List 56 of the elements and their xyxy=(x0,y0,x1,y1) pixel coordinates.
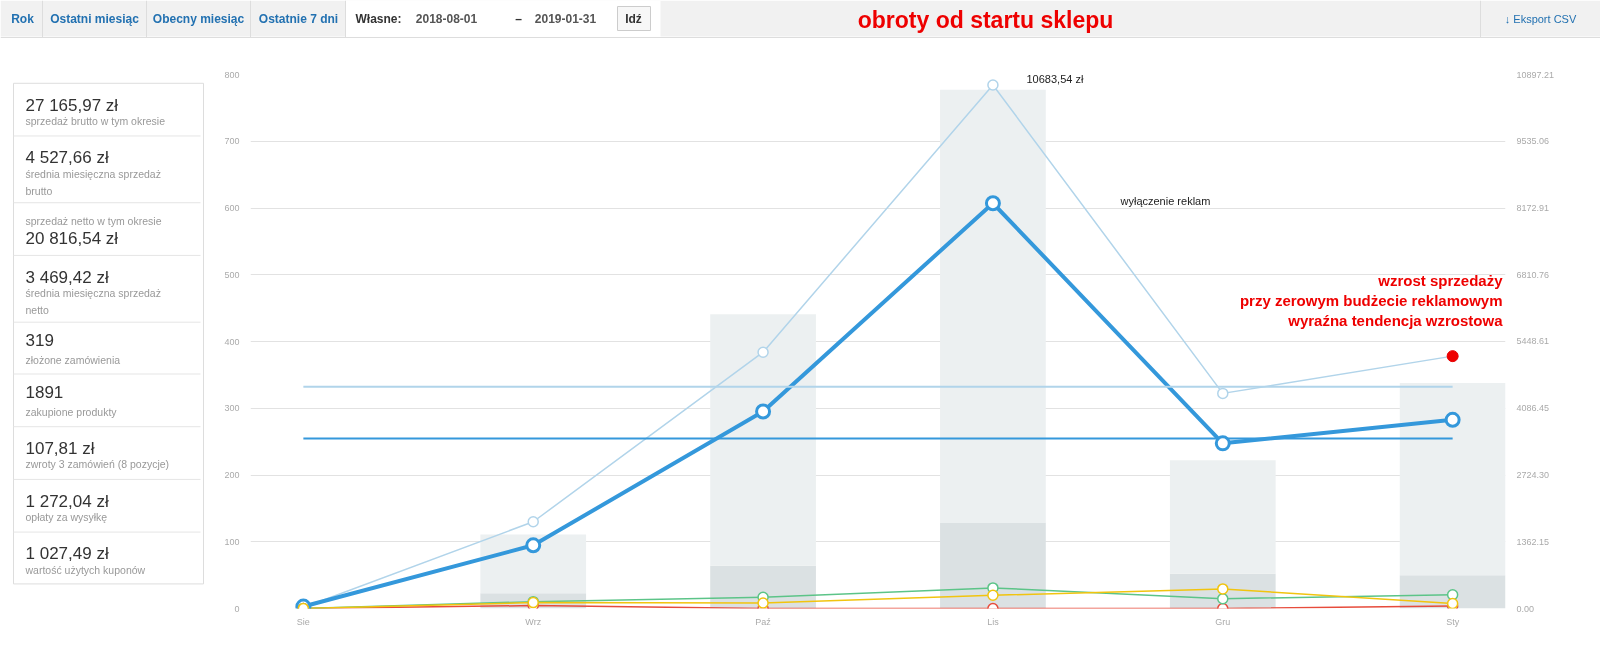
text: zwroty 3 zamówień (8 pozycje) xyxy=(25,458,170,471)
text: Ostatni miesiąc xyxy=(50,11,140,26)
text: opłaty za wysyłkę xyxy=(25,511,108,524)
y2-tick-label: 6810.76 xyxy=(1516,269,1550,280)
text: sprzedaż netto w tym okresie xyxy=(25,215,162,228)
y2-tick-label: 10897.21 xyxy=(1516,69,1555,80)
annotation: 10683,54 zł xyxy=(1026,72,1084,85)
y-tick-label: 700 xyxy=(224,136,240,147)
y2-tick-label: 8172.91 xyxy=(1516,203,1550,213)
y2-tick-label: 2724.30 xyxy=(1516,470,1550,480)
x-tick-label: Gru xyxy=(1215,616,1231,627)
y2-tick-label: 9535.06 xyxy=(1516,136,1550,147)
text: średnia miesięczna sprzedaż brutto xyxy=(25,167,161,197)
x-tick-label: Sty xyxy=(1446,616,1460,627)
y-tick-label: 0 xyxy=(234,603,240,614)
text: 319 xyxy=(25,331,54,351)
text: – xyxy=(515,11,523,26)
text: ↓ Eksport CSV xyxy=(1504,12,1577,25)
y-tick-label: 500 xyxy=(224,269,240,280)
text: 3 469,42 zł xyxy=(25,267,109,287)
y-tick-label: 300 xyxy=(224,403,240,414)
text: złożone zamówienia xyxy=(25,353,121,366)
y-tick-label: 100 xyxy=(224,536,240,547)
y-tick-label: 800 xyxy=(224,69,240,80)
y2-tick-label: 5448.61 xyxy=(1516,336,1550,347)
text: Ostatnie 7 dni xyxy=(258,11,339,26)
text: sprzedaż brutto w tym okresie xyxy=(25,114,166,127)
text: 27 165,97 zł xyxy=(25,95,119,115)
y-tick-label: 200 xyxy=(224,470,240,480)
x-tick-label: Wrz xyxy=(525,616,542,627)
text: Obecny miesiąc xyxy=(152,11,245,26)
x-tick-label: Lis xyxy=(987,616,1000,627)
text: Własne: xyxy=(355,11,402,26)
text: wartość użytych kuponów xyxy=(24,563,146,576)
text: Idź xyxy=(625,11,642,26)
text: Rok xyxy=(11,11,35,26)
text: 20 816,54 zł xyxy=(25,229,119,249)
text: 4 527,66 zł xyxy=(25,148,109,168)
chart-title: obroty od startu sklepu xyxy=(857,6,1114,33)
x-tick-label: Sie xyxy=(296,616,310,627)
y2-tick-label: 4086.45 xyxy=(1516,403,1550,414)
y-tick-label: 600 xyxy=(224,203,240,213)
text: 2019-01-31 xyxy=(534,12,597,26)
y2-tick-label: 1362.15 xyxy=(1516,536,1550,547)
annotation: wyłączenie reklam xyxy=(1119,194,1211,207)
x-tick-label: Paź xyxy=(755,616,772,627)
text: zakupione produkty xyxy=(25,405,118,418)
text: 1 027,49 zł xyxy=(25,544,109,564)
text: średnia miesięczna sprzedaż netto xyxy=(25,287,161,317)
text: 1 272,04 zł xyxy=(25,491,109,511)
y-tick-label: 400 xyxy=(224,336,240,347)
text: 2018-08-01 xyxy=(415,12,478,26)
text: 1891 xyxy=(25,383,64,403)
y2-tick-label: 0.00 xyxy=(1516,603,1535,614)
text: 107,81 zł xyxy=(25,438,95,458)
annotation: wzrost sprzedaży przy zerowym budżecie reklamowym wyraźna tendencja wzrostowa xyxy=(1239,271,1504,330)
